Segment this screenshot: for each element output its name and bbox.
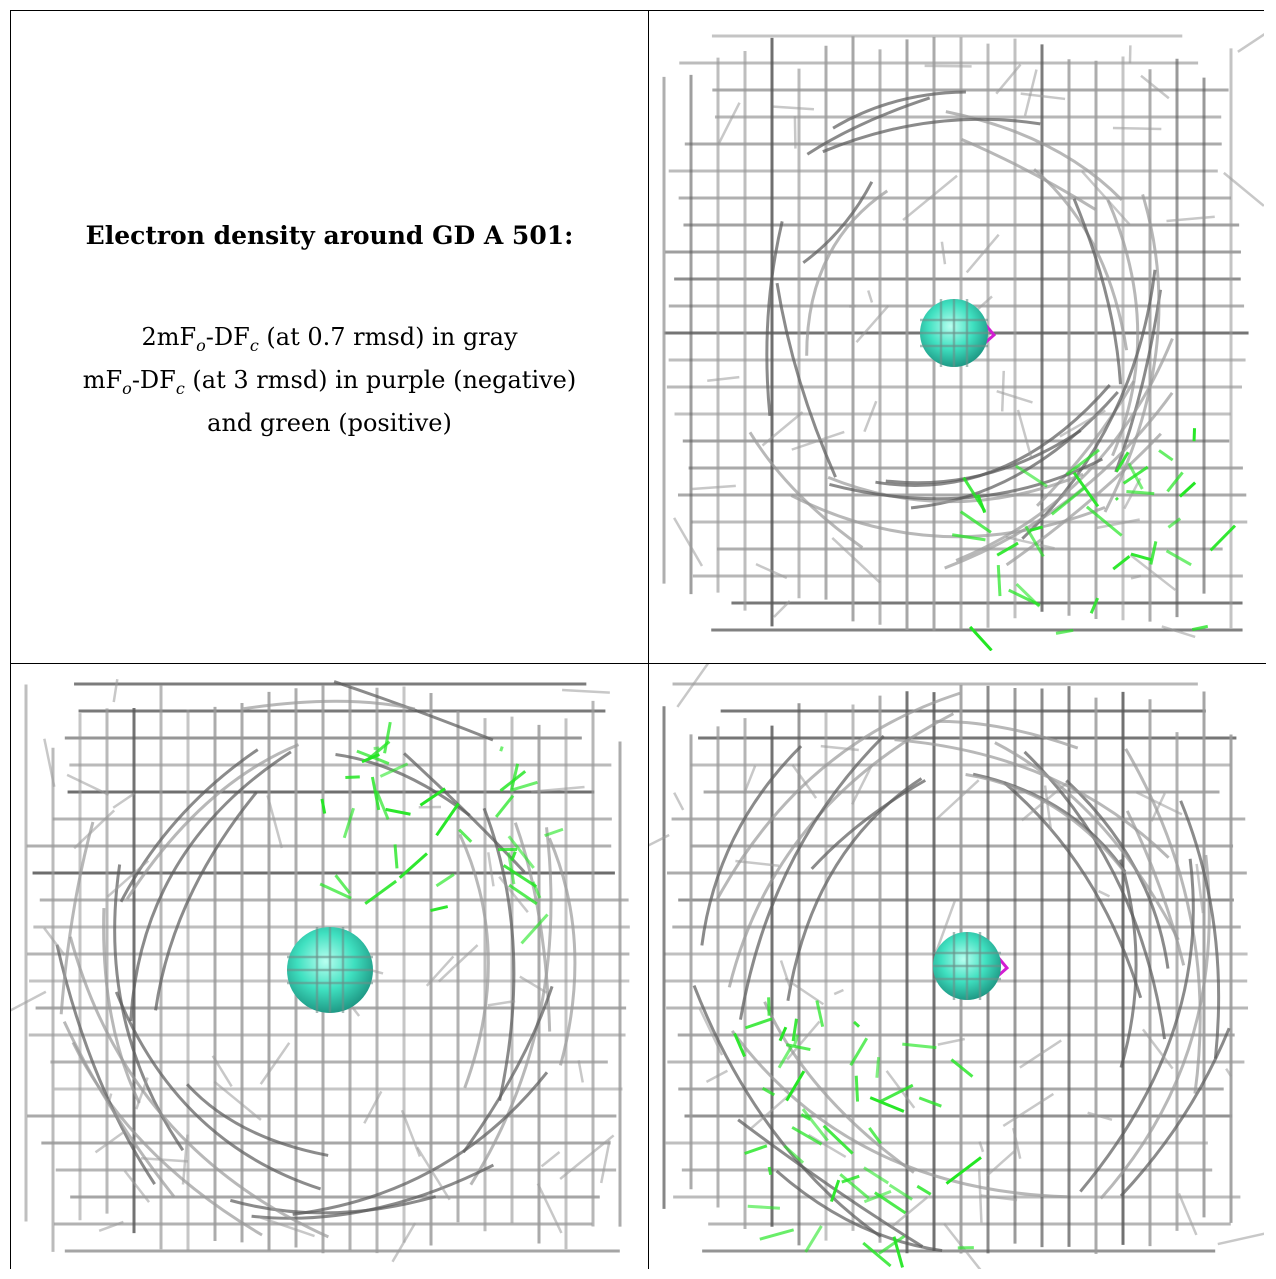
density-view-bottom-left [11,664,648,1269]
frame-middle-horizontal [10,663,1266,664]
frame-left [10,10,11,1269]
density-mesh-bottom-left [11,679,630,1263]
mesh-over-atom [933,932,1001,1000]
positive-density-green [733,997,982,1268]
mesh-grid [24,682,630,1254]
mesh-contours [649,664,1264,1269]
density-view-top-right [649,11,1264,651]
positive-density-green [319,721,564,945]
positive-density-green [951,428,1237,651]
mesh-over-atom [920,299,988,367]
density-view-bottom-right [649,664,1264,1269]
frame-top [10,10,1264,11]
legend-line-fofc: mFo-DFc (at 3 rmsd) in purple (negative) [82,365,577,398]
density-mesh-bottom-right [649,664,1264,1269]
legend-line-2fofc: 2mFo-DFc (at 0.7 rmsd) in gray [141,323,518,355]
mesh-over-atom [287,927,373,1013]
description-panel: Electron density around GD A 501: 2mFo-D… [11,11,648,663]
legend-line-green: and green (positive) [207,408,452,437]
legend-text: 2mFo-DFc (at 0.7 rmsd) in gray mFo-DFc (… [83,320,577,440]
mesh-contours [673,32,1264,639]
frame-middle-vertical [648,10,649,1269]
panel-title: Electron density around GD A 501: [85,221,574,250]
density-mesh-top-right [662,32,1264,651]
